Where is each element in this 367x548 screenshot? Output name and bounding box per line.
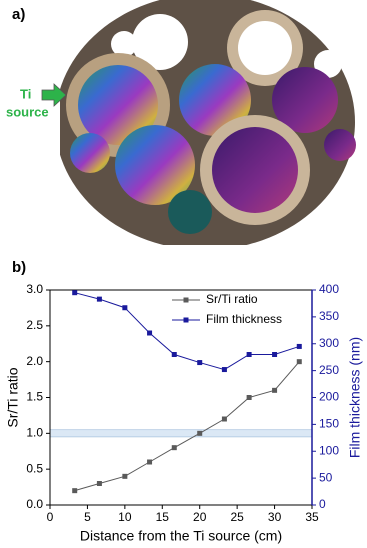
marker	[147, 330, 153, 336]
marker	[72, 488, 78, 494]
x-tick-label: 20	[193, 510, 207, 524]
y2-tick-label: 250	[319, 363, 339, 377]
marker	[72, 290, 78, 296]
x-axis-label: Distance from the Ti source (cm)	[80, 528, 282, 544]
y-tick-label: 0.5	[26, 461, 43, 475]
y2-tick-label: 350	[319, 309, 339, 323]
series-line	[74, 361, 300, 492]
arrow	[41, 83, 67, 107]
marker	[246, 395, 252, 400]
marker	[272, 352, 278, 357]
series-line	[74, 292, 300, 371]
y2-tick-label: 0	[319, 497, 326, 511]
annotation: source	[6, 104, 49, 119]
y2-tick-label: 50	[319, 470, 333, 484]
x-tick-label: 5	[84, 510, 91, 524]
y-tick-label: 2.0	[26, 354, 43, 368]
x-tick-label: 30	[268, 510, 282, 524]
y-tick-label: 3.0	[26, 282, 43, 296]
legend-marker	[183, 317, 189, 323]
reference-band	[49, 429, 313, 438]
y-tick-label: 1.5	[26, 390, 43, 404]
panel-label: a)	[12, 6, 25, 23]
y2-tick-label: 300	[319, 336, 339, 350]
marker	[122, 305, 128, 311]
marker	[246, 352, 252, 357]
x-tick-label: 10	[118, 510, 132, 524]
marker	[296, 359, 302, 365]
marker	[296, 343, 302, 349]
y-tick-label: 1.0	[26, 426, 43, 440]
annotation: Ti	[20, 86, 31, 101]
legend-label: Sr/Ti ratio	[206, 292, 258, 306]
y-tick-label: 2.5	[26, 318, 43, 332]
marker	[96, 296, 102, 302]
y-axis-label: Sr/Ti ratio	[5, 367, 21, 427]
y2-tick-label: 400	[319, 282, 339, 296]
x-tick-label: 0	[47, 510, 54, 524]
x-tick-label: 35	[305, 510, 319, 524]
x-tick-label: 15	[156, 510, 170, 524]
marker	[197, 430, 203, 436]
y2-axis-label: Film thickness (nm)	[347, 337, 363, 458]
legend-marker	[183, 297, 189, 303]
marker	[147, 459, 153, 465]
marker	[221, 367, 227, 373]
y2-tick-label: 200	[319, 390, 339, 404]
marker	[96, 481, 102, 486]
y2-tick-label: 100	[319, 443, 339, 457]
marker	[221, 416, 227, 422]
photo	[60, 0, 356, 245]
y2-tick-label: 150	[319, 417, 339, 431]
marker	[272, 387, 278, 393]
marker	[171, 352, 177, 357]
panel-label: b)	[12, 259, 26, 276]
marker	[197, 360, 203, 366]
marker	[122, 473, 128, 479]
y-tick-label: 0.0	[26, 497, 43, 511]
marker	[171, 445, 177, 451]
x-tick-label: 25	[230, 510, 244, 524]
legend-label: Film thickness	[206, 312, 282, 326]
